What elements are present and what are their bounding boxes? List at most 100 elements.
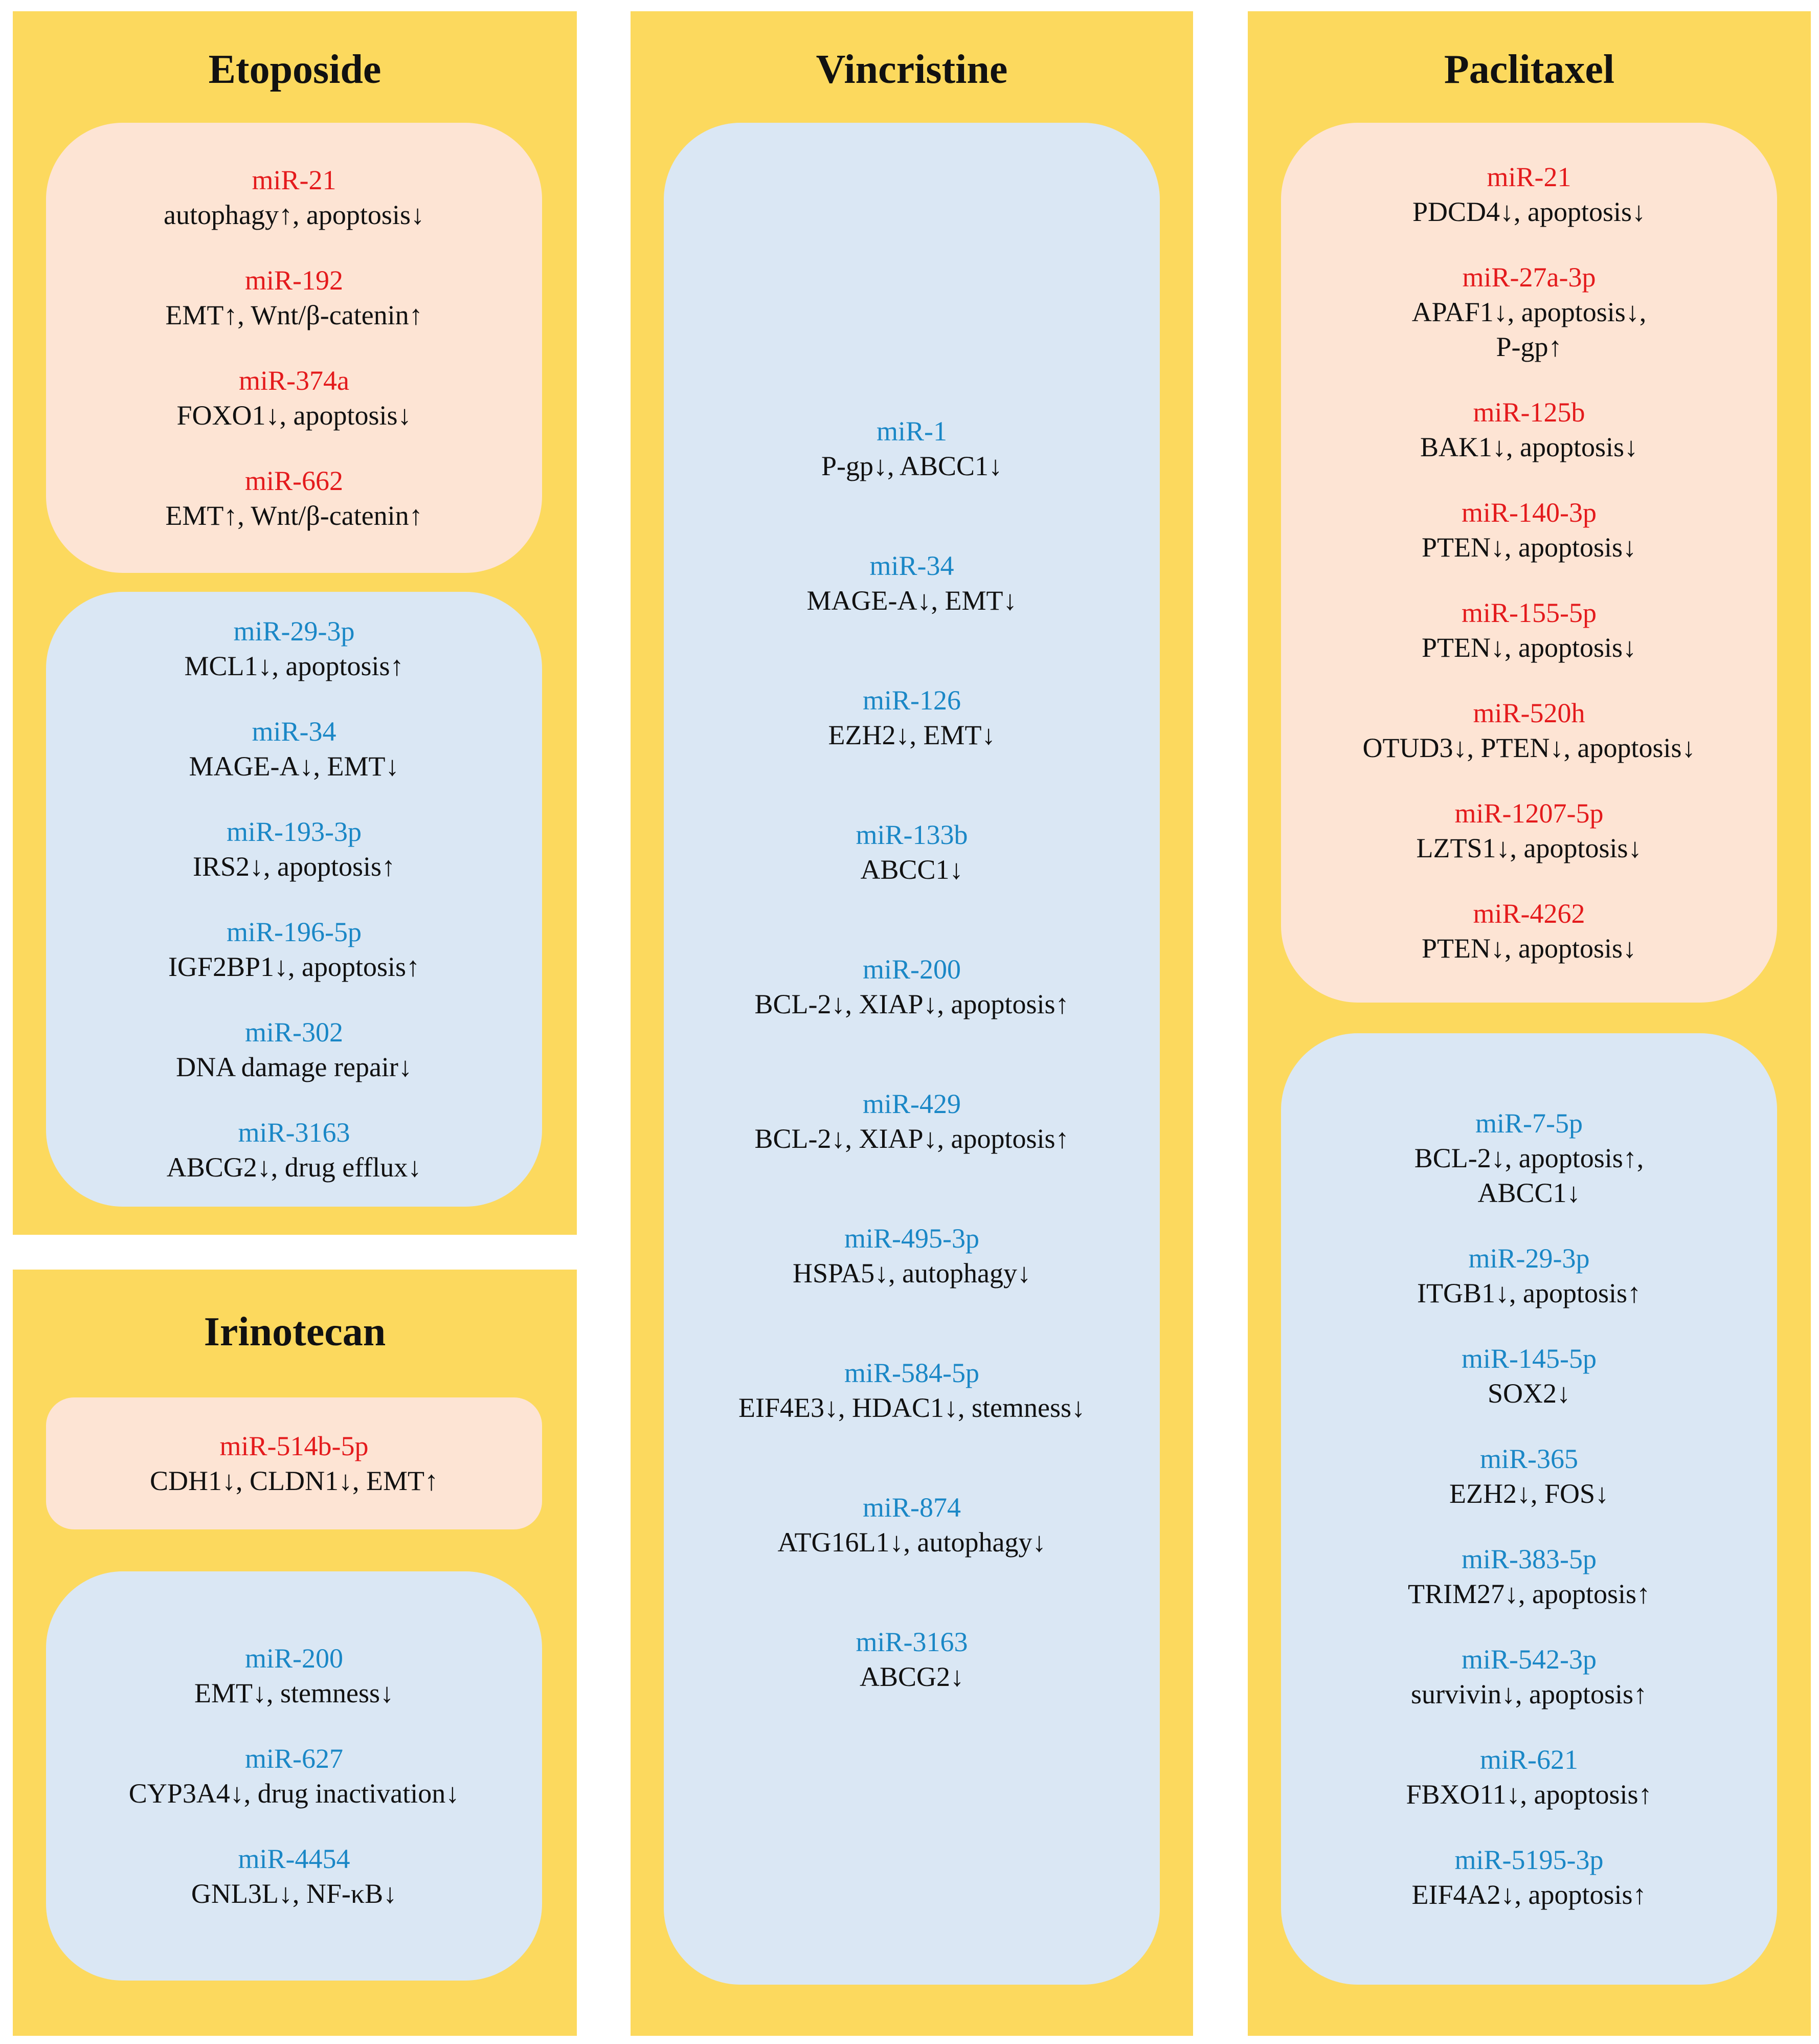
etoposide-title: Etoposide (208, 47, 381, 92)
mirna-name: miR-3163 (238, 1117, 350, 1148)
mirna-entry: miR-3163 ABCG2↓, drug efflux↓ (167, 1115, 421, 1185)
mirna-entry: miR-5195-3p EIF4A2↓, apoptosis↑ (1412, 1842, 1647, 1912)
mirna-name: miR-196-5p (226, 917, 362, 947)
irinotecan-panel: Irinotecan miR-514b-5p CDH1↓, CLDN1↓, EMT… (13, 1270, 577, 2036)
mirna-effect: ABCG2↓, drug efflux↓ (166, 1152, 422, 1183)
mirna-entry: miR-34 MAGE-A↓, EMT↓ (807, 548, 1017, 618)
mirna-name: miR-133b (856, 819, 968, 850)
mirna-name: miR-1207-5p (1454, 798, 1604, 829)
mirna-name: miR-21 (252, 165, 336, 195)
mirna-entry: miR-196-5p IGF2BP1↓, apoptosis↑ (168, 915, 420, 984)
mirna-name: miR-21 (1487, 162, 1571, 192)
mirna-entry: miR-3163 ABCG2↓ (856, 1625, 968, 1694)
mirna-effect: SOX2↓ (1487, 1378, 1571, 1409)
mirna-effect: HSPA5↓, autophagy↓ (792, 1257, 1031, 1288)
mirna-name: miR-584-5p (844, 1357, 979, 1388)
mirna-entry: miR-374a FOXO1↓, apoptosis↓ (176, 363, 411, 433)
mirna-effect: EMT↑, Wnt/β-catenin↑ (165, 500, 423, 531)
mirna-entry: miR-4262 PTEN↓, apoptosis↓ (1422, 896, 1636, 966)
mirna-entry: miR-495-3p HSPA5↓, autophagy↓ (793, 1221, 1031, 1291)
irinotecan-downregulated-box: miR-200 EMT↓, stemness↓ miR-627 CYP3A4↓, dr… (46, 1571, 542, 1981)
mirna-effect: DNA damage repair↓ (176, 1052, 412, 1082)
mirna-entry: miR-429 BCL-2↓, XIAP↓, apoptosis↑ (754, 1086, 1069, 1156)
mirna-name: miR-302 (244, 1017, 343, 1048)
mirna-effect: autophagy↑, apoptosis↓ (164, 199, 424, 230)
mirna-effect: MAGE-A↓, EMT↓ (189, 751, 399, 782)
mirna-name: miR-34 (252, 716, 336, 747)
mirna-name: miR-155-5p (1461, 597, 1597, 628)
mirna-name: miR-29-3p (1468, 1243, 1590, 1274)
mirna-entry: miR-627 CYP3A4↓, drug inactivation↓ (129, 1741, 459, 1811)
mirna-name: miR-621 (1479, 1744, 1578, 1775)
mirna-effect: OTUD3↓, PTEN↓, apoptosis↓ (1362, 732, 1696, 763)
mirna-effect: ABCG2↓ (859, 1661, 964, 1692)
mirna-effect: CDH1↓, CLDN1↓, EMT↑ (150, 1465, 438, 1496)
mirna-entry: miR-662 EMT↑, Wnt/β-catenin↑ (165, 463, 422, 533)
mirna-name: miR-145-5p (1462, 1343, 1597, 1374)
mirna-effect: PTEN↓, apoptosis↓ (1421, 933, 1636, 964)
mirna-effect: P-gp↓, ABCC1↓ (821, 450, 1003, 481)
irinotecan-title: Irinotecan (204, 1309, 386, 1354)
mirna-entry: miR-155-5p PTEN↓, apoptosis↓ (1422, 595, 1636, 665)
mirna-effect: TRIM27↓, apoptosis↑ (1407, 1579, 1650, 1609)
mirna-entry: miR-145-5p SOX2↓ (1462, 1341, 1597, 1411)
mirna-entry: miR-140-3p PTEN↓, apoptosis↓ (1422, 495, 1636, 565)
mirna-effect: ABCC1↓ (1477, 1177, 1581, 1208)
mirna-entry: miR-192 EMT↑, Wnt/β-catenin↑ (165, 263, 422, 332)
mirna-effect: EZH2↓, FOS↓ (1449, 1478, 1609, 1509)
vincristine-title: Vincristine (816, 47, 1008, 92)
paclitaxel-downregulated-box: miR-7-5p BCL-2↓, apoptosis↑, ABCC1↓ miR-29-… (1281, 1033, 1777, 1985)
mirna-effect: P-gp↑ (1496, 331, 1562, 362)
mirna-effect: LZTS1↓, apoptosis↓ (1416, 833, 1642, 863)
mirna-name: miR-374a (239, 365, 349, 396)
vincristine-panel: Vincristine miR-1 P-gp↓, ABCC1↓ miR-34 MAGE… (631, 11, 1193, 2036)
mirna-name: miR-429 (862, 1088, 961, 1119)
mirna-effect: PTEN↓, apoptosis↓ (1421, 532, 1636, 563)
mirna-entry: miR-126 EZH2↓, EMT↓ (828, 683, 996, 752)
mirna-effect: PTEN↓, apoptosis↓ (1421, 632, 1636, 663)
mirna-entry: miR-29-3p MCL1↓, apoptosis↑ (184, 614, 403, 683)
mirna-effect: survivin↓, apoptosis↑ (1410, 1679, 1647, 1709)
mirna-effect: EZH2↓, EMT↓ (828, 719, 996, 750)
mirna-entry: miR-4454 GNL3L↓, NF-κB↓ (191, 1841, 397, 1911)
mirna-effect: ATG16L1↓, autophagy↓ (777, 1526, 1046, 1558)
mirna-effect: PDCD4↓, apoptosis↓ (1412, 196, 1646, 227)
mirna-name: miR-5195-3p (1454, 1845, 1604, 1875)
mirna-entry: miR-1 P-gp↓, ABCC1↓ (821, 414, 1002, 483)
mirna-entry: miR-34 MAGE-A↓, EMT↓ (189, 714, 399, 784)
mirna-entry: miR-21 PDCD4↓, apoptosis↓ (1412, 160, 1646, 229)
mirna-name: miR-365 (1479, 1443, 1578, 1474)
mirna-entry: miR-520h OTUD3↓, PTEN↓, apoptosis↓ (1363, 696, 1696, 765)
mirna-effect: BCL-2↓, XIAP↓, apoptosis↑ (754, 988, 1069, 1019)
mirna-entry: miR-365 EZH2↓, FOS↓ (1449, 1441, 1609, 1511)
mirna-entry: miR-125b BAK1↓, apoptosis↓ (1420, 395, 1638, 464)
mirna-name: miR-193-3p (226, 816, 362, 847)
mirna-name: miR-34 (869, 550, 954, 581)
mirna-effect: FBXO11↓, apoptosis↑ (1406, 1779, 1652, 1810)
mirna-effect: EIF4A2↓, apoptosis↑ (1411, 1879, 1647, 1910)
mirna-effect: IGF2BP1↓, apoptosis↑ (168, 951, 420, 982)
mirna-name: miR-1 (876, 415, 947, 447)
mirna-effect: FOXO1↓, apoptosis↓ (176, 400, 412, 431)
mirna-effect: BCL-2↓, apoptosis↑, (1414, 1143, 1644, 1173)
mirna-entry: miR-542-3p survivin↓, apoptosis↑ (1411, 1642, 1647, 1712)
mirna-entry: miR-514b-5p CDH1↓, CLDN1↓, EMT↑ (150, 1429, 438, 1498)
mirna-entry: miR-200 BCL-2↓, XIAP↓, apoptosis↑ (754, 952, 1069, 1021)
mirna-entry: miR-874 ATG16L1↓, autophagy↓ (778, 1490, 1046, 1560)
mirna-effect: MAGE-A↓, EMT↓ (806, 585, 1017, 616)
mirna-name: miR-140-3p (1461, 497, 1597, 528)
mirna-entry: miR-27a-3p APAF1↓, apoptosis↓, P-gp↑ (1412, 260, 1647, 364)
irinotecan-upregulated-box: miR-514b-5p CDH1↓, CLDN1↓, EMT↑ (46, 1397, 542, 1529)
mirna-name: miR-192 (244, 265, 343, 296)
mirna-name: miR-126 (862, 684, 961, 716)
mirna-effect: BAK1↓, apoptosis↓ (1420, 432, 1638, 462)
mirna-effect: ITGB1↓, apoptosis↑ (1417, 1278, 1641, 1308)
mirna-name: miR-874 (862, 1492, 961, 1523)
mirna-effect: EMT↑, Wnt/β-catenin↑ (165, 300, 423, 330)
mirna-entry: miR-21 autophagy↑, apoptosis↓ (164, 163, 424, 232)
mirna-name: miR-29-3p (233, 616, 355, 647)
mirna-name: miR-514b-5p (219, 1431, 369, 1461)
mirna-name: miR-125b (1473, 397, 1585, 428)
paclitaxel-title: Paclitaxel (1444, 47, 1615, 92)
mirna-name: miR-4262 (1473, 898, 1585, 929)
